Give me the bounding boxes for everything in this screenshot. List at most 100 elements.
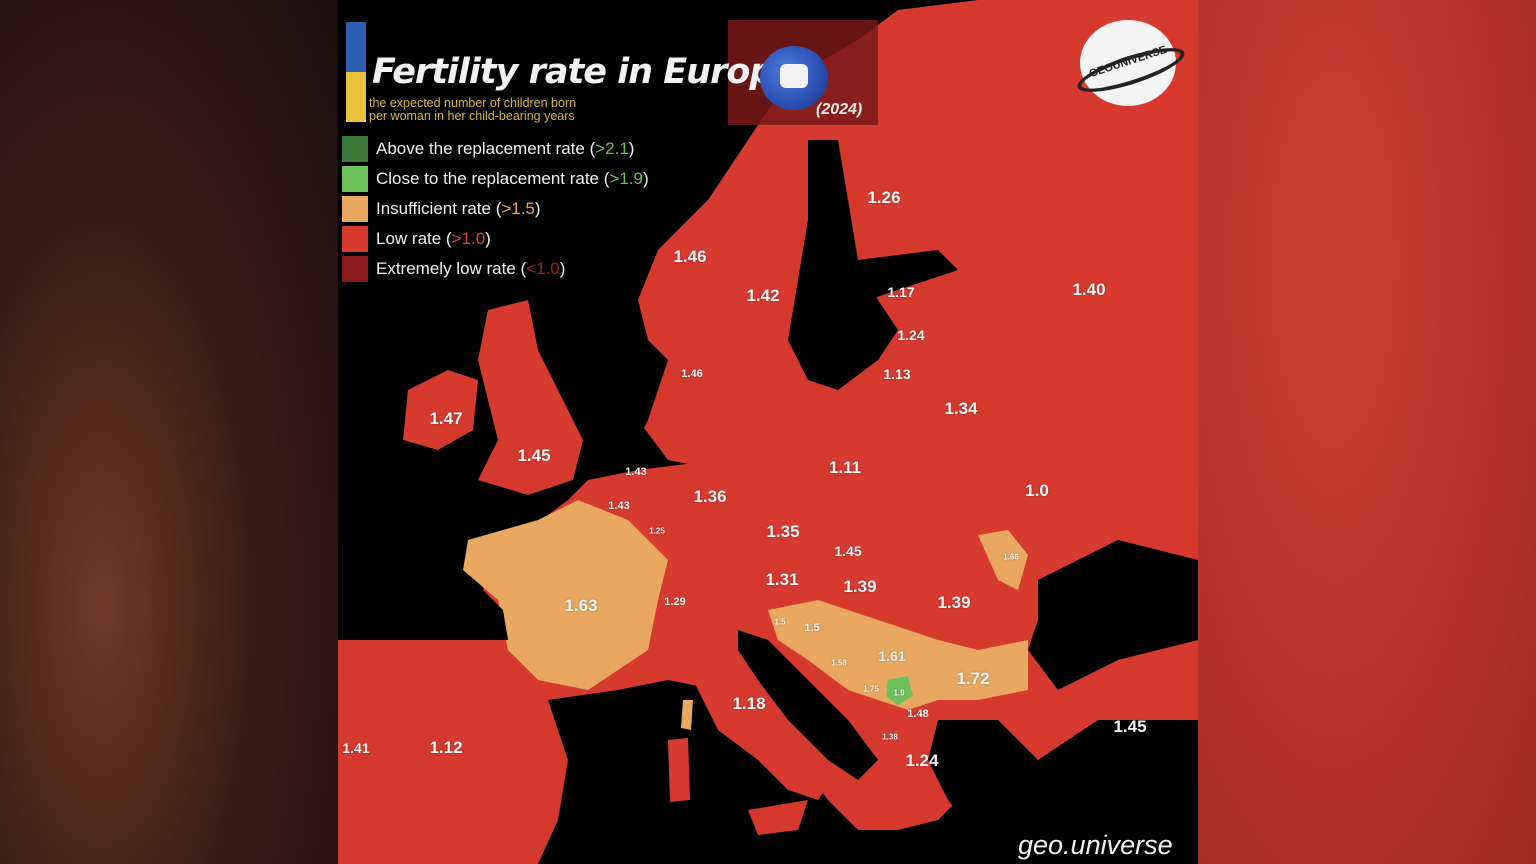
legend-text: Insufficient rate (	[376, 199, 502, 218]
value-label-germany: 1.36	[693, 487, 727, 506]
value-label-poland: 1.11	[828, 458, 862, 477]
value-label-ukraine: 1.0	[1025, 481, 1049, 500]
adriatic-sea	[738, 630, 878, 780]
legend-threshold: >1.9	[609, 169, 643, 188]
map-title: Fertility rate in Europe	[372, 52, 797, 92]
value-label-turkey: 1.45	[1113, 717, 1147, 736]
aegean-sea	[928, 720, 1038, 840]
legend-swatch	[342, 256, 368, 282]
value-label-russia: 1.40	[1072, 280, 1106, 299]
map-shapes	[338, 0, 1198, 864]
flag-yellow	[346, 72, 366, 122]
region-moldova	[978, 530, 1028, 590]
subtitle-line2: per woman in her child-bearing years	[369, 109, 575, 123]
legend-close: )	[559, 259, 566, 278]
value-label-ireland: 1.47	[429, 409, 463, 428]
legend-threshold: >1.0	[451, 229, 486, 248]
value-label-romania: 1.39	[937, 593, 971, 612]
map-subtitle: the expected number of children born per…	[369, 97, 639, 123]
value-label-belgium: 1.43	[608, 500, 630, 512]
badge-icon	[760, 46, 828, 110]
bay-of-biscay	[338, 560, 508, 640]
value-label-italy: 1.18	[732, 694, 766, 713]
legend-close: )	[628, 139, 635, 158]
value-label-spain: 1.12	[429, 738, 463, 757]
value-label-kosovo: 1.9	[893, 688, 905, 698]
value-label-norway: 1.46	[673, 247, 707, 266]
subtitle-line1: the expected number of children born	[369, 96, 577, 110]
legend-threshold: <1.0	[526, 259, 560, 278]
value-label-north-macedonia: 1.48	[907, 708, 929, 720]
watermark: geo.universe	[1018, 830, 1173, 860]
legend-label: Extremely low rate (<1.0)	[376, 259, 565, 279]
legend-row: Above the replacement rate (>2.1)	[342, 134, 649, 164]
legend: Above the replacement rate (>2.1) Close t…	[342, 134, 649, 284]
region-uk	[478, 300, 583, 495]
region-balkans	[768, 600, 1028, 710]
value-label-bulgaria: 1.72	[956, 669, 990, 688]
background-right	[1198, 0, 1536, 864]
legend-row: Insufficient rate (>1.5)	[342, 194, 649, 224]
flag-blue	[346, 22, 366, 72]
legend-text: Close to the replacement rate (	[376, 169, 610, 188]
legend-swatch	[342, 166, 368, 192]
island-sardinia	[668, 738, 690, 802]
region-norway	[638, 60, 858, 330]
value-label-portugal: 1.41	[342, 740, 370, 756]
legend-threshold: >2.1	[595, 139, 629, 158]
value-label-netherlands: 1.43	[625, 466, 647, 478]
value-label-austria: 1.31	[765, 570, 799, 589]
value-label-moldova: 1.66	[1003, 552, 1019, 562]
value-label-lithuania: 1.13	[883, 366, 911, 382]
value-label-switzerland: 1.29	[664, 596, 686, 608]
value-label-luxembourg: 1.25	[649, 526, 665, 536]
island-sicily	[748, 800, 808, 835]
value-label-finland: 1.26	[867, 188, 901, 207]
region-ireland	[403, 370, 478, 450]
value-label-uk: 1.45	[517, 446, 551, 465]
value-label-bosnia: 1.58	[831, 658, 847, 668]
legend-text: Low rate (	[376, 229, 452, 248]
value-label-hungary: 1.39	[843, 577, 877, 596]
value-label-serbia: 1.61	[878, 648, 906, 664]
map-year: (2024)	[816, 101, 863, 118]
badge-inner	[780, 64, 808, 88]
baltic-sea	[788, 140, 898, 390]
legend-threshold: >1.5	[501, 199, 535, 218]
legend-close: )	[485, 229, 491, 248]
legend-label: Low rate (>1.0)	[376, 229, 491, 249]
legend-text: Above the replacement rate (	[376, 139, 596, 158]
background-left	[0, 0, 338, 864]
value-label-estonia: 1.17	[887, 284, 915, 300]
legend-row: Close to the replacement rate (>1.9)	[342, 164, 649, 194]
value-label-belarus: 1.34	[944, 399, 978, 418]
value-label-sweden: 1.42	[746, 286, 780, 305]
value-label-montenegro: 1.75	[863, 684, 879, 694]
island-corsica	[681, 700, 693, 730]
value-label-czechia: 1.35	[766, 522, 800, 541]
legend-label: Insufficient rate (>1.5)	[376, 199, 541, 219]
legend-row: Low rate (>1.0)	[342, 224, 649, 254]
ukraine-flag-bar	[346, 22, 366, 122]
black-sea	[1028, 540, 1198, 690]
region-kosovo	[886, 676, 913, 705]
value-label-latvia: 1.24	[897, 327, 925, 343]
region-france	[463, 500, 668, 690]
value-label-greece: 1.24	[905, 751, 939, 770]
legend-label: Above the replacement rate (>2.1)	[376, 139, 634, 159]
region-italy	[678, 620, 838, 800]
legend-row: Extremely low rate (<1.0)	[342, 254, 649, 284]
value-label-albania: 1.38	[882, 732, 898, 742]
legend-swatch	[342, 196, 368, 222]
north-sea	[568, 330, 668, 470]
mediterranean	[538, 680, 1198, 864]
value-label-france: 1.63	[564, 596, 598, 615]
legend-close: )	[534, 199, 541, 218]
fertility-map: Fertility rate in Europe the expected nu…	[338, 0, 1198, 864]
legend-close: )	[642, 169, 649, 188]
legend-text: Extremely low rate (	[376, 259, 527, 278]
legend-label: Close to the replacement rate (>1.9)	[376, 169, 649, 189]
legend-swatch	[342, 226, 368, 252]
geouniverse-logo	[1080, 20, 1176, 106]
value-label-slovenia: 1.5	[774, 617, 786, 627]
